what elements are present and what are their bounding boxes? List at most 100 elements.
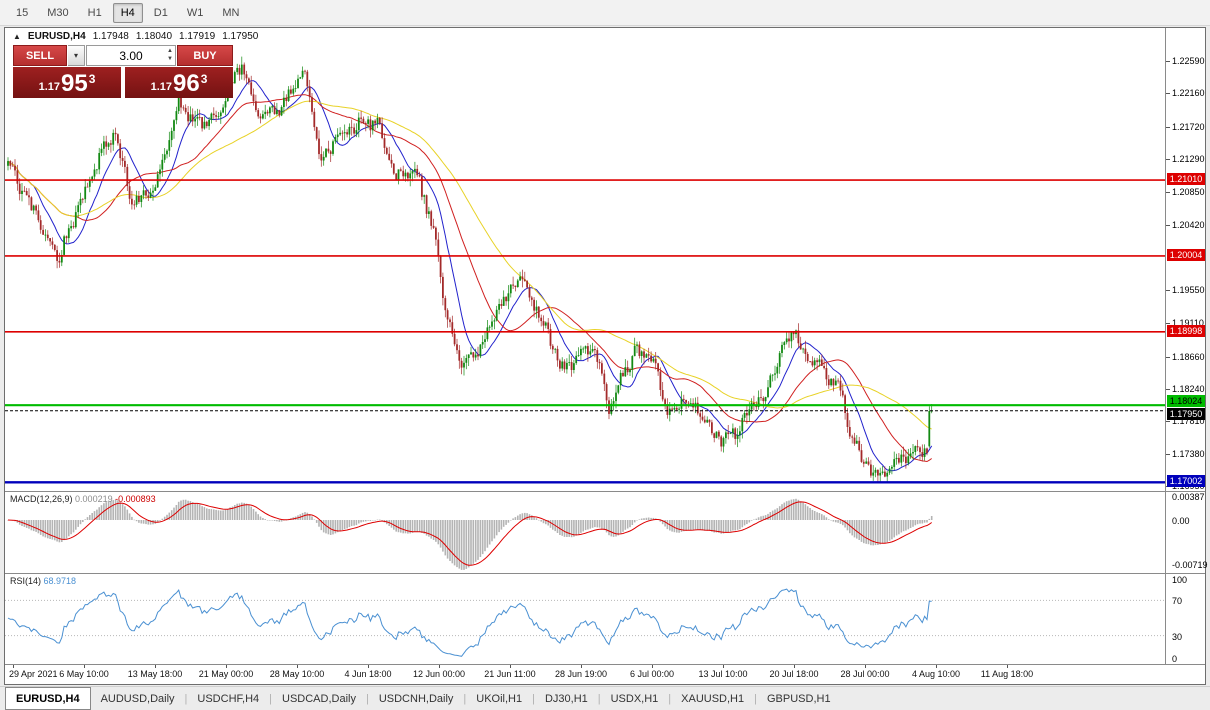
level-price-tag: 1.18024 <box>1167 395 1205 407</box>
macd-name: MACD(12,26,9) <box>10 494 73 504</box>
chart-tab-eurusd[interactable]: EURUSD,H4 <box>5 687 91 710</box>
ohlc-close: 1.17950 <box>222 31 259 42</box>
tab-separator: | <box>184 692 188 705</box>
time-tick-label: 20 Jul 18:00 <box>769 669 819 679</box>
chart-window: 1.22590 1.22160 1.21720 1.21290 1.20850 1.204… <box>4 27 1208 685</box>
price-tick-label: 1.22590 <box>1172 56 1205 66</box>
ohlc-low: 1.17919 <box>179 31 216 42</box>
price-tick-label: 1.18660 <box>1172 352 1205 362</box>
timeframe-button-d1[interactable]: D1 <box>153 6 168 19</box>
macd-label: MACD(12,26,9) 0.000219 -0.000893 <box>10 494 156 504</box>
price-tick-label: 1.21290 <box>1172 154 1205 164</box>
rsi-tick-label: 30 <box>1172 632 1183 642</box>
tab-separator: | <box>365 692 369 705</box>
chart-tab-usdcnh[interactable]: USDCNH,Daily <box>378 692 454 705</box>
price-axis[interactable]: 1.22590 1.22160 1.21720 1.21290 1.20850 1.204… <box>1165 28 1208 664</box>
tab-separator: | <box>269 692 272 705</box>
volume-dropdown-button[interactable]: ▾ <box>68 45 85 66</box>
time-tick-label: 13 May 18:00 <box>127 669 183 679</box>
timeframe-button-m30[interactable]: M30 <box>47 6 69 19</box>
symbol-period-label: EURUSD,H4 <box>27 31 86 42</box>
macd-panel-separator[interactable] <box>5 491 1205 492</box>
timeframe-button-mn[interactable]: MN <box>222 6 240 19</box>
macd-panel-canvas[interactable] <box>5 492 1165 573</box>
timeframe-button-15[interactable]: 15 <box>16 6 29 19</box>
chart-tab-ukoil[interactable]: UKOil,H1 <box>476 692 523 705</box>
price-tick-label: 1.21720 <box>1172 122 1205 132</box>
volume-increase-button[interactable]: ▲ <box>167 48 173 54</box>
time-tick-label: 21 May 00:00 <box>198 669 254 679</box>
sell-price-prefix: 1.17 <box>38 81 61 93</box>
price-tick-label: 1.20850 <box>1172 187 1205 197</box>
chart-tab-usdx[interactable]: USDX,H1 <box>610 692 659 705</box>
sell-price-big-digits: 95 <box>61 70 88 97</box>
time-tick-label: 28 Jun 19:00 <box>554 669 608 679</box>
chart-symbol-icon: ▲ <box>13 32 21 41</box>
level-price-tag: 1.21010 <box>1167 173 1205 185</box>
buy-price-prefix: 1.17 <box>150 81 173 93</box>
rsi-panel-canvas[interactable] <box>5 574 1165 663</box>
sell-button[interactable]: SELL <box>13 45 67 66</box>
chart-tab-usdcad[interactable]: USDCAD,Daily <box>282 692 356 705</box>
time-tick-label: 13 Jul 10:00 <box>698 669 748 679</box>
sell-price-pip: 3 <box>88 72 96 86</box>
time-tick-label: 28 Jul 00:00 <box>840 669 890 679</box>
timeframe-button-h1[interactable]: H1 <box>87 6 102 19</box>
volume-input[interactable]: 3.00 ▲ ▼ <box>86 45 176 66</box>
time-tick-label: 6 Jul 00:00 <box>629 669 675 679</box>
time-tick-label: 6 May 10:00 <box>59 669 109 679</box>
rsi-tick-label: 100 <box>1172 575 1188 585</box>
macd-signal-value: -0.000893 <box>115 494 156 504</box>
time-tick-label: 4 Jun 18:00 <box>344 669 392 679</box>
chevron-down-icon: ▾ <box>73 51 78 60</box>
macd-tick-label: 0.00 <box>1172 516 1190 526</box>
tab-separator: | <box>754 692 757 705</box>
chart-title: ▲ EURUSD,H4 1.17948 1.18040 1.17919 1.17… <box>13 31 258 42</box>
time-tick-label: 12 Jun 00:00 <box>412 669 466 679</box>
buy-price-big-digits: 96 <box>173 70 200 97</box>
price-tick-label: 1.20420 <box>1172 220 1205 230</box>
tab-separator: | <box>532 692 535 705</box>
price-tick-label: 1.22160 <box>1172 88 1205 98</box>
chart-tab-gbpusd[interactable]: GBPUSD,H1 <box>766 692 831 705</box>
rsi-name: RSI(14) <box>10 576 42 586</box>
level-price-tag: 1.17002 <box>1167 475 1205 487</box>
chart-tabs-bar: EURUSD,H4 AUDUSD,Daily | USDCHF,H4 | USDCAD,D… <box>0 686 1210 710</box>
price-tick-label: 1.19110 <box>1172 318 1204 328</box>
macd-main-value: 0.000219 <box>75 494 113 504</box>
price-chart-canvas[interactable] <box>5 28 1165 491</box>
ohlc-high: 1.18040 <box>135 31 173 42</box>
time-tick-label: 29 Apr 2021 <box>9 669 58 679</box>
volume-decrease-button[interactable]: ▼ <box>167 56 173 62</box>
tab-separator: | <box>597 692 601 705</box>
timeframe-toolbar: 15 M30 H1 H4 D1 W1 MN <box>0 0 1210 26</box>
timeframe-button-w1[interactable]: W1 <box>186 6 204 19</box>
rsi-value: 68.9718 <box>43 576 77 586</box>
price-tick-label: 1.18240 <box>1172 384 1205 394</box>
rsi-panel-separator[interactable] <box>5 573 1205 574</box>
chart-tab-usdchf[interactable]: USDCHF,H4 <box>197 692 260 705</box>
time-axis[interactable]: 29 Apr 2021 6 May 10:00 13 May 18:00 21 May… <box>5 664 1205 684</box>
buy-price-display[interactable]: 1.17 96 3 <box>125 67 233 98</box>
buy-button[interactable]: BUY <box>177 45 233 66</box>
chart-tab-xauusd[interactable]: XAUUSD,H1 <box>681 692 745 705</box>
rsi-tick-label: 70 <box>1172 596 1183 606</box>
tab-separator: | <box>668 692 672 705</box>
tab-separator: | <box>463 692 467 705</box>
rsi-tick-label: 0 <box>1172 654 1178 664</box>
timeframe-button-h4[interactable]: H4 <box>112 2 143 23</box>
time-tick-label: 21 Jun 11:00 <box>484 669 536 679</box>
price-tick-label: 1.17380 <box>1172 449 1205 459</box>
sell-price-display[interactable]: 1.17 95 3 <box>13 67 121 98</box>
time-tick-label: 28 May 10:00 <box>269 669 325 679</box>
price-tick-label: 1.17810 <box>1172 416 1205 426</box>
buy-price-pip: 3 <box>200 72 208 86</box>
time-tick-label: 4 Aug 10:00 <box>911 669 961 679</box>
bid-price-tag: 1.17950 <box>1167 408 1205 420</box>
time-tick-label: 11 Aug 18:00 <box>980 669 1034 679</box>
level-price-tag: 1.18998 <box>1167 325 1205 337</box>
rsi-label: RSI(14) 68.9718 <box>10 576 76 586</box>
chart-tab-audusd[interactable]: AUDUSD,Daily <box>100 692 175 705</box>
chart-tab-dj30[interactable]: DJ30,H1 <box>544 692 588 705</box>
ohlc-open: 1.17948 <box>92 31 129 42</box>
